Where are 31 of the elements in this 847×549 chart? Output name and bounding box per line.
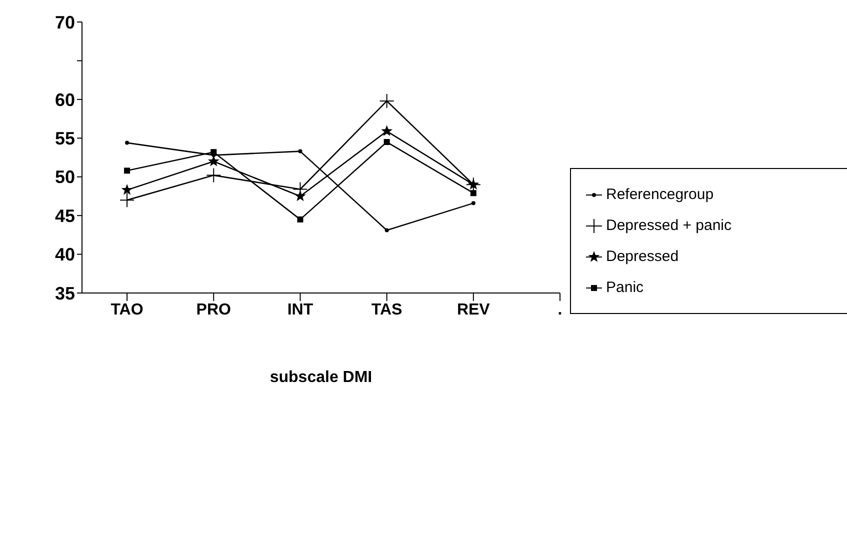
point: [384, 139, 390, 146]
point: [470, 190, 476, 196]
x-tick-label: TAS: [371, 301, 403, 318]
y-tick-label: 50: [54, 167, 75, 188]
legend-label: Panic: [606, 279, 644, 296]
point: [379, 93, 394, 108]
x-tick-label: PRO: [196, 301, 231, 318]
legend-label: Depressed: [606, 248, 679, 265]
legend-label: Referencegroup: [606, 186, 714, 203]
y-tick-label: 35: [54, 283, 75, 304]
point: [471, 201, 476, 206]
point: [384, 228, 389, 232]
point: [120, 192, 135, 208]
y-tick-label: 60: [54, 90, 75, 110]
y-tick-label: 40: [54, 244, 75, 265]
point: [121, 184, 133, 195]
point: [206, 168, 222, 183]
legend-label: Depressed + panic: [606, 217, 732, 234]
x-tick-label: .: [558, 301, 562, 318]
x-tick-label: TAO: [110, 301, 144, 318]
x-tick-label: INT: [287, 301, 314, 318]
point: [125, 140, 130, 145]
x-tick-label: REV: [456, 301, 490, 318]
point: [298, 149, 302, 154]
y-tick-label: 70: [54, 12, 75, 32]
y-tick-label: 45: [54, 206, 75, 226]
y-tick-label: 55: [54, 128, 75, 149]
point: [124, 168, 130, 174]
point: [297, 216, 304, 222]
point: [381, 125, 393, 136]
x-axis-title: subscale DMI: [270, 369, 372, 386]
